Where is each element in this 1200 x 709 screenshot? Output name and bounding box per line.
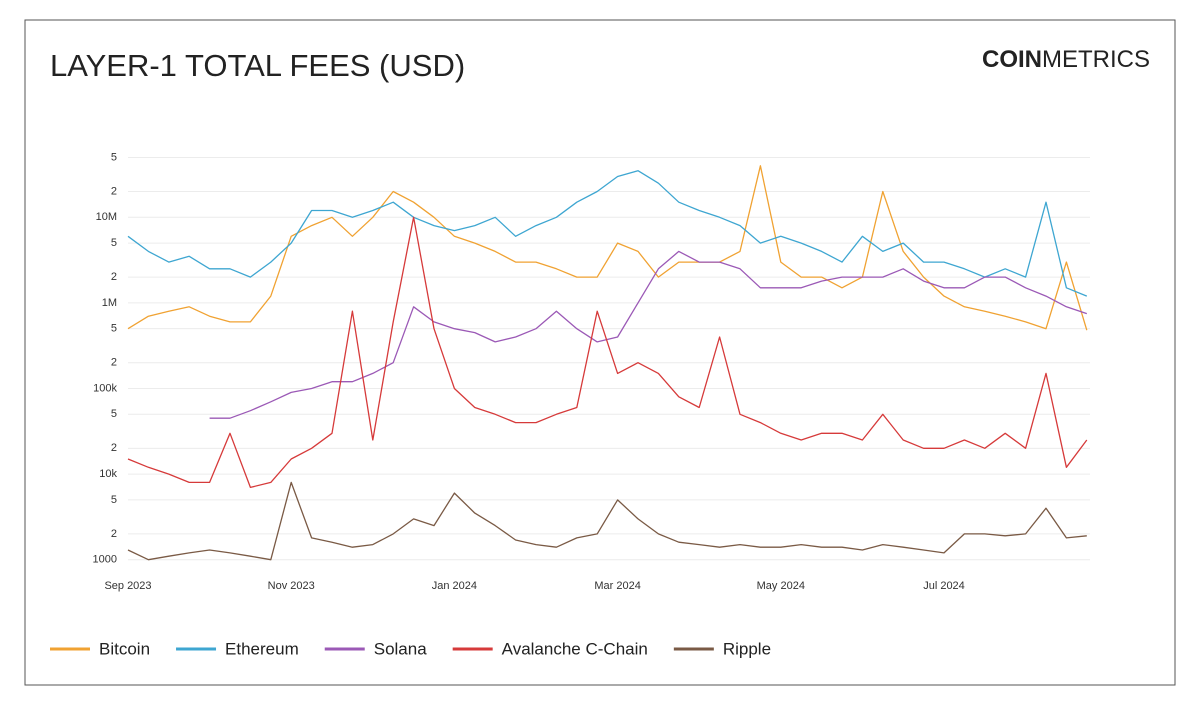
y-tick-label: 10k [99,468,117,480]
series-line [127,170,1088,297]
x-tick-label: Sep 2023 [104,580,151,592]
series-line [127,481,1087,561]
y-tick-label: 2 [111,357,117,369]
legend-label: Bitcoin [99,639,150,658]
y-tick-label: 5 [111,237,117,249]
y-tick-label: 2 [111,185,117,197]
y-tick-label: 5 [111,323,117,335]
y-tick-label: 2 [111,528,117,540]
x-tick-label: Nov 2023 [268,580,315,592]
y-tick-label: 5 [111,151,117,163]
x-tick-label: Jul 2024 [923,580,965,592]
x-tick-label: May 2024 [757,580,805,592]
legend-label: Ripple [723,639,771,658]
legend-label: Ethereum [225,639,299,658]
y-tick-label: 10M [96,211,117,223]
logo-part: METRICS [1042,46,1150,73]
series-line [127,216,1088,489]
y-tick-label: 1000 [93,554,117,566]
x-tick-label: Jan 2024 [432,580,477,592]
y-tick-label: 5 [111,494,117,506]
legend-label: Avalanche C-Chain [502,639,648,658]
logo: COINMETRICS [982,46,1150,73]
y-tick-label: 5 [111,408,117,420]
series-line [209,250,1088,419]
legend-label: Solana [374,639,427,658]
y-tick-label: 2 [111,442,117,454]
frame [24,19,1176,686]
chart-title: LAYER-1 TOTAL FEES (USD) [50,48,465,83]
logo-part: COIN [982,46,1042,73]
x-tick-label: Mar 2024 [594,580,640,592]
y-tick-label: 100k [93,382,117,394]
y-tick-label: 1M [102,297,117,309]
y-tick-label: 2 [111,271,117,283]
